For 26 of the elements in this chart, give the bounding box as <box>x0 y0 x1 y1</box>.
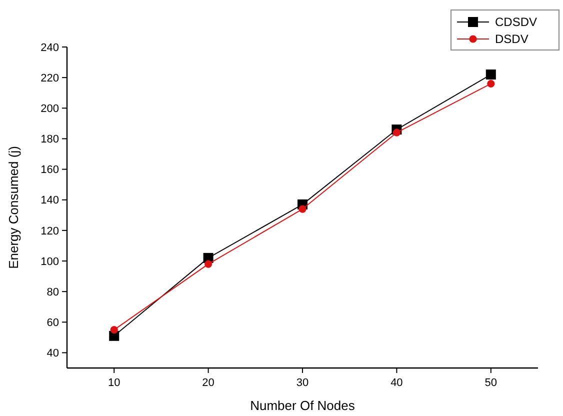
y-tick-label: 200 <box>40 102 59 115</box>
y-axis-title: Energy Consumed (j) <box>6 146 21 269</box>
x-tick-label: 10 <box>108 377 120 389</box>
legend-label: CDSDV <box>495 15 538 30</box>
y-tick-label: 140 <box>40 194 59 207</box>
point <box>298 205 306 213</box>
y-tick-label: 40 <box>46 348 59 360</box>
y-tick-label: 160 <box>40 164 59 176</box>
point <box>204 260 212 268</box>
point <box>486 70 496 80</box>
y-tick-label: 60 <box>46 316 59 329</box>
y-tick-label: 120 <box>40 225 59 238</box>
x-tick-label: 20 <box>202 377 214 389</box>
point <box>110 326 118 334</box>
x-tick-label: 50 <box>484 377 498 389</box>
legend-label: DSDV <box>495 32 528 46</box>
point <box>392 128 400 136</box>
y-tick-label: 240 <box>40 42 59 54</box>
y-tick-label: 100 <box>40 256 59 268</box>
point <box>487 80 495 88</box>
x-axis-title: Number Of Nodes <box>250 398 356 413</box>
y-tick-label: 180 <box>40 134 59 146</box>
y-tick-label: 80 <box>46 286 59 298</box>
x-tick-label: 40 <box>390 377 403 389</box>
y-tick-label: 220 <box>40 72 59 84</box>
x-tick-label: 30 <box>296 377 309 389</box>
